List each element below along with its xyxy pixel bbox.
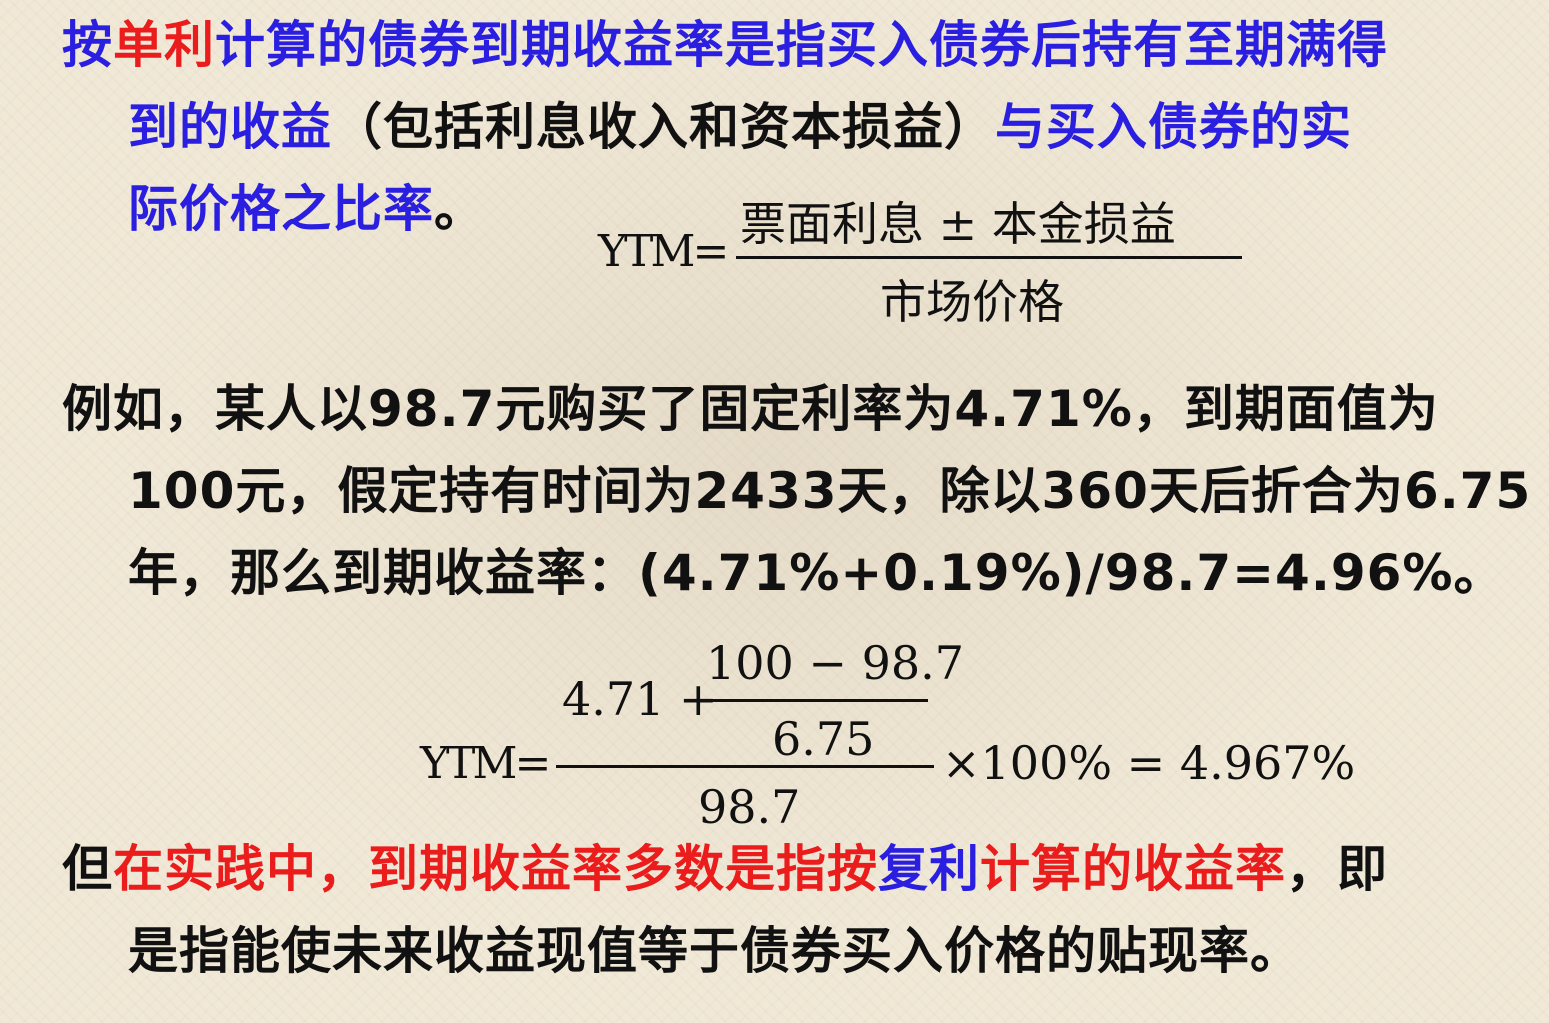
practice-text: ，即	[1286, 840, 1388, 898]
formula-inner-numerator: 100 − 98.7	[706, 636, 965, 690]
practice-line-1: 但在实践中，到期收益率多数是指按复利计算的收益率，即	[62, 828, 1388, 910]
formula-lhs: YTM=	[420, 738, 551, 789]
definition-paragraph: 按单利计算的债券到期收益率是指买入债券后持有至期满得 到的收益（包括利息收入和资…	[62, 4, 1388, 250]
example-line-2: 100元，假定持有时间为2433天，除以360天后折合为6.75	[128, 462, 1532, 520]
inner-fraction-bar	[704, 699, 928, 702]
definition-text: 际价格之比率	[128, 180, 434, 238]
simple-interest-term: 单利	[113, 16, 215, 74]
fraction-bar	[736, 256, 1242, 259]
definition-text: 计算的债券到期收益率是指买入债券后持有至期满得	[215, 16, 1388, 74]
formula-denominator: 市场价格	[880, 275, 1064, 329]
definition-text: 按	[62, 16, 113, 74]
example-paragraph: 例如，某人以98.7元购买了固定利率为4.71%，到期面值为 100元，假定持有…	[62, 368, 1531, 614]
compound-interest-term: 复利	[878, 840, 980, 898]
definition-line-3: 际价格之比率。	[62, 168, 1388, 250]
practice-highlight: 计算的收益率	[980, 840, 1286, 898]
definition-text: 到的收益	[128, 98, 332, 156]
practice-paragraph: 但在实践中，到期收益率多数是指按复利计算的收益率，即 是指能使未来收益现值等于债…	[62, 828, 1388, 992]
definition-parenthetical: （包括利息收入和资本损益）	[332, 98, 995, 156]
formula-rhs: ×100% = 4.967%	[942, 736, 1356, 790]
definition-line-2: 到的收益（包括利息收入和资本损益）与买入债券的实	[62, 86, 1388, 168]
formula-numerator: 票面利息 ± 本金损益	[740, 197, 1176, 251]
definition-period: 。	[434, 180, 485, 238]
formula-lhs: YTM=	[598, 226, 729, 277]
formula-inner-prefix: 4.71 +	[562, 672, 718, 726]
formula-inner-denominator: 6.75	[772, 712, 875, 766]
example-line-3: 年，那么到期收益率：(4.71%+0.19%)/98.7=4.96%。	[128, 544, 1505, 602]
definition-text: 与买入债券的实	[995, 98, 1352, 156]
outer-fraction-bar	[556, 765, 934, 768]
practice-highlight: 在实践中，到期收益率多数是指按	[113, 840, 878, 898]
practice-line-2: 是指能使未来收益现值等于债券买入价格的贴现率。	[128, 922, 1301, 980]
practice-text: 但	[62, 840, 113, 898]
example-line-1: 例如，某人以98.7元购买了固定利率为4.71%，到期面值为	[62, 380, 1439, 438]
formula-outer-denominator: 98.7	[698, 780, 801, 834]
definition-line-1: 按单利计算的债券到期收益率是指买入债券后持有至期满得	[62, 4, 1388, 86]
